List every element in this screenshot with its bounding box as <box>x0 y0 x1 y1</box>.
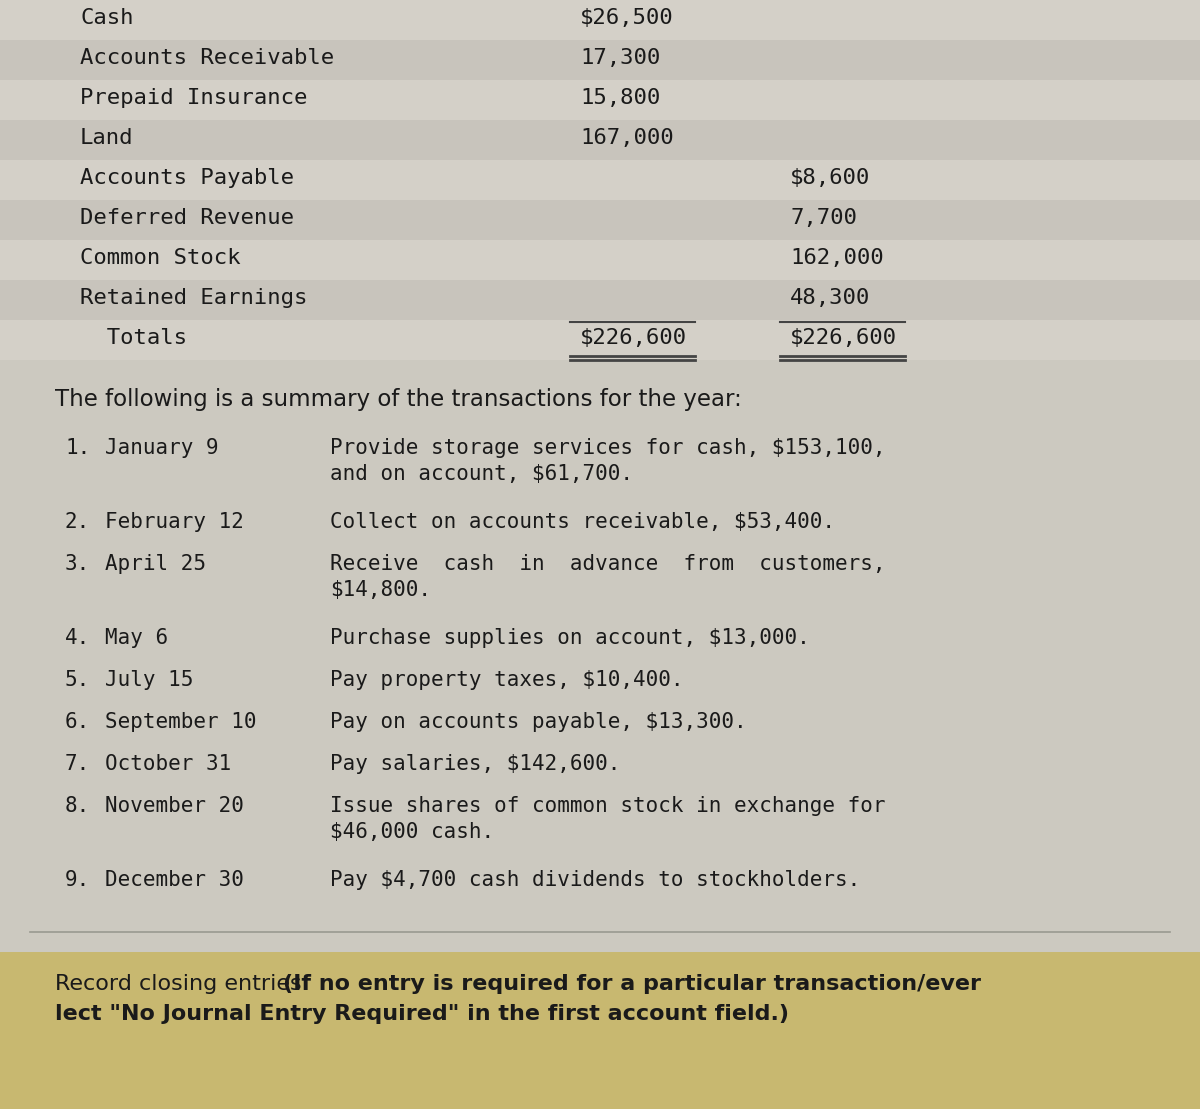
Text: 6.: 6. <box>65 712 90 732</box>
Text: December 30: December 30 <box>106 869 244 891</box>
Text: May 6: May 6 <box>106 628 168 648</box>
Text: Issue shares of common stock in exchange for: Issue shares of common stock in exchange… <box>330 796 886 816</box>
Text: Receive  cash  in  advance  from  customers,: Receive cash in advance from customers, <box>330 554 886 574</box>
Text: Pay property taxes, $10,400.: Pay property taxes, $10,400. <box>330 670 684 690</box>
Text: 15,800: 15,800 <box>580 88 660 108</box>
Text: (If no entry is required for a particular transaction/ever: (If no entry is required for a particula… <box>283 974 982 994</box>
Text: January 9: January 9 <box>106 438 218 458</box>
Text: 48,300: 48,300 <box>790 288 870 308</box>
Text: and on account, $61,700.: and on account, $61,700. <box>330 464 634 484</box>
Text: Record closing entries.: Record closing entries. <box>55 974 316 994</box>
Text: $226,600: $226,600 <box>580 328 686 348</box>
Text: 5.: 5. <box>65 670 90 690</box>
Text: Land: Land <box>80 128 133 147</box>
Bar <box>0 160 1200 200</box>
Text: lect "No Journal Entry Required" in the first account field.): lect "No Journal Entry Required" in the … <box>55 1004 790 1024</box>
Text: Pay $4,700 cash dividends to stockholders.: Pay $4,700 cash dividends to stockholder… <box>330 869 860 891</box>
Text: The following is a summary of the transactions for the year:: The following is a summary of the transa… <box>55 388 742 411</box>
Bar <box>0 952 1200 1109</box>
Text: Pay on accounts payable, $13,300.: Pay on accounts payable, $13,300. <box>330 712 746 732</box>
Text: Totals: Totals <box>80 328 187 348</box>
Text: 17,300: 17,300 <box>580 48 660 68</box>
Text: Provide storage services for cash, $153,100,: Provide storage services for cash, $153,… <box>330 438 886 458</box>
Text: Common Stock: Common Stock <box>80 248 240 268</box>
Text: 3.: 3. <box>65 554 90 574</box>
Bar <box>0 321 1200 360</box>
Text: Prepaid Insurance: Prepaid Insurance <box>80 88 307 108</box>
Text: 7,700: 7,700 <box>790 208 857 228</box>
Text: $226,600: $226,600 <box>790 328 898 348</box>
Bar <box>0 40 1200 80</box>
Text: November 20: November 20 <box>106 796 244 816</box>
Text: 9.: 9. <box>65 869 90 891</box>
Bar <box>0 240 1200 279</box>
Text: Deferred Revenue: Deferred Revenue <box>80 208 294 228</box>
Text: Accounts Payable: Accounts Payable <box>80 167 294 189</box>
Text: Pay salaries, $142,600.: Pay salaries, $142,600. <box>330 754 620 774</box>
Text: $26,500: $26,500 <box>580 8 673 28</box>
Text: October 31: October 31 <box>106 754 232 774</box>
Text: 4.: 4. <box>65 628 90 648</box>
Text: September 10: September 10 <box>106 712 257 732</box>
Text: 8.: 8. <box>65 796 90 816</box>
Text: 2.: 2. <box>65 512 90 532</box>
Text: $14,800.: $14,800. <box>330 580 431 600</box>
Text: April 25: April 25 <box>106 554 206 574</box>
Text: $8,600: $8,600 <box>790 167 870 189</box>
Text: Purchase supplies on account, $13,000.: Purchase supplies on account, $13,000. <box>330 628 810 648</box>
Text: Accounts Receivable: Accounts Receivable <box>80 48 334 68</box>
Text: 7.: 7. <box>65 754 90 774</box>
Bar <box>0 0 1200 40</box>
Bar <box>0 80 1200 120</box>
Text: 162,000: 162,000 <box>790 248 883 268</box>
Text: July 15: July 15 <box>106 670 193 690</box>
Text: $46,000 cash.: $46,000 cash. <box>330 822 494 842</box>
Text: Cash: Cash <box>80 8 133 28</box>
Text: 1.: 1. <box>65 438 90 458</box>
Text: Retained Earnings: Retained Earnings <box>80 288 307 308</box>
Bar <box>0 120 1200 160</box>
Bar <box>0 279 1200 321</box>
Text: Collect on accounts receivable, $53,400.: Collect on accounts receivable, $53,400. <box>330 512 835 532</box>
Text: February 12: February 12 <box>106 512 244 532</box>
Text: 167,000: 167,000 <box>580 128 673 147</box>
Bar <box>0 200 1200 240</box>
